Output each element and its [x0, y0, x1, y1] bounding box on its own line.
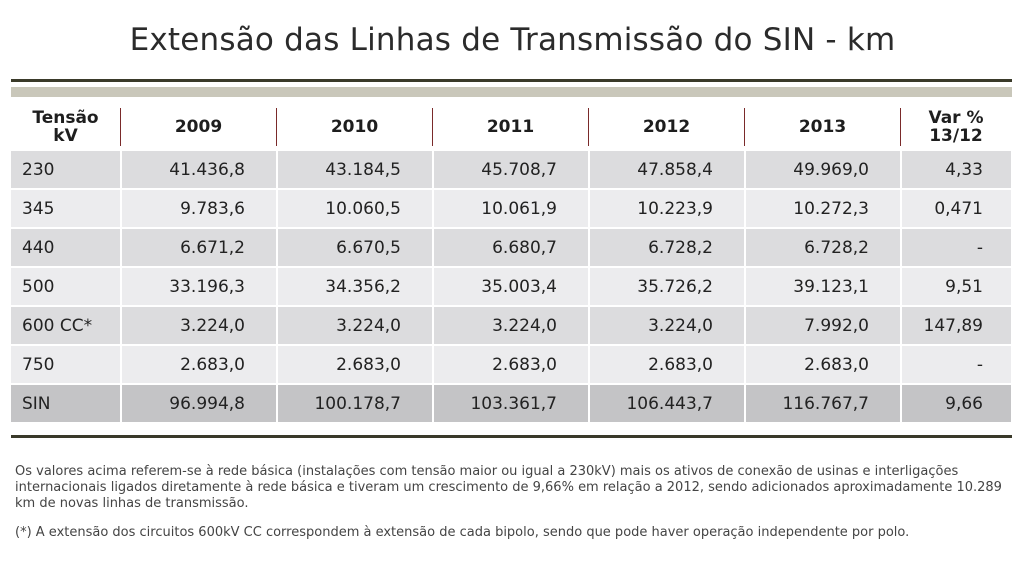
header-2012: 2012 [642, 117, 691, 137]
transmission-table: Tensão kV 2009 2010 2011 2012 2013 Var % 1… [11, 105, 1012, 422]
table-row: 600 CC* 3.224,0 3.224,0 3.224,0 3.224,0 7.992… [11, 307, 1012, 344]
cell-value: 6.728,2 [590, 229, 744, 266]
cell-var: 147,89 [902, 307, 1011, 344]
cell-tensao: 750 [11, 346, 120, 383]
cell-value: 47.858,4 [590, 151, 744, 188]
cell-value: 39.123,1 [746, 268, 900, 305]
top-band [11, 87, 1012, 97]
cell-tensao: SIN [11, 385, 120, 422]
cell-value: 100.178,7 [278, 385, 432, 422]
cell-value: 10.223,9 [590, 190, 744, 227]
footnotes: Os valores acima referem-se à rede básic… [15, 464, 1005, 554]
cell-value: 41.436,8 [122, 151, 276, 188]
cell-value: 6.728,2 [746, 229, 900, 266]
header-2013: 2013 [798, 117, 847, 137]
cell-tensao: 345 [11, 190, 120, 227]
header-2011: 2011 [486, 117, 535, 137]
table-row: SIN 96.994,8 100.178,7 103.361,7 106.443,7 11… [11, 385, 1012, 422]
cell-value: 116.767,7 [746, 385, 900, 422]
cell-var: - [902, 346, 1011, 383]
header-divider [120, 108, 121, 146]
cell-tensao: 500 [11, 268, 120, 305]
cell-value: 106.443,7 [590, 385, 744, 422]
header-2009: 2009 [174, 117, 223, 137]
cell-value: 96.994,8 [122, 385, 276, 422]
cell-value: 2.683,0 [278, 346, 432, 383]
cell-tensao: 600 CC* [11, 307, 120, 344]
note-paragraph: Os valores acima referem-se à rede básic… [15, 464, 1002, 511]
cell-value: 3.224,0 [434, 307, 588, 344]
cell-value: 2.683,0 [746, 346, 900, 383]
cell-value: 34.356,2 [278, 268, 432, 305]
cell-var: 9,66 [902, 385, 1011, 422]
table-row: 345 9.783,6 10.060,5 10.061,9 10.223,9 10.272… [11, 190, 1012, 227]
cell-value: 6.671,2 [122, 229, 276, 266]
cell-value: 33.196,3 [122, 268, 276, 305]
cell-value: 10.061,9 [434, 190, 588, 227]
table-row: 440 6.671,2 6.670,5 6.680,7 6.728,2 6.728,2- [11, 229, 1012, 266]
cell-value: 10.060,5 [278, 190, 432, 227]
cell-value: 7.992,0 [746, 307, 900, 344]
table-row: 750 2.683,0 2.683,0 2.683,0 2.683,0 2.683,0- [11, 346, 1012, 383]
header-divider [432, 108, 433, 146]
cell-value: 6.670,5 [278, 229, 432, 266]
cell-value: 35.726,2 [590, 268, 744, 305]
cell-value: 2.683,0 [434, 346, 588, 383]
cell-value: 6.680,7 [434, 229, 588, 266]
cell-value: 3.224,0 [122, 307, 276, 344]
cell-var: 9,51 [902, 268, 1011, 305]
cell-value: 49.969,0 [746, 151, 900, 188]
page-title: Extensão das Linhas de Transmissão do SI… [129, 22, 896, 58]
cell-value: 3.224,0 [278, 307, 432, 344]
cell-value: 10.272,3 [746, 190, 900, 227]
note-asterisk: (*) A extensão dos circuitos 600kV CC co… [15, 525, 910, 540]
header-2010: 2010 [330, 117, 379, 137]
cell-value: 3.224,0 [590, 307, 744, 344]
cell-tensao: 230 [11, 151, 120, 188]
header-divider [744, 108, 745, 146]
header-divider [276, 108, 277, 146]
cell-value: 2.683,0 [122, 346, 276, 383]
cell-var: - [902, 229, 1011, 266]
cell-value: 2.683,0 [590, 346, 744, 383]
header-var: Var % 13/12 [928, 108, 984, 146]
cell-var: 0,471 [902, 190, 1011, 227]
table-row: 230 41.436,8 43.184,5 45.708,7 47.858,4 49.96… [11, 151, 1012, 188]
header-tensao: Tensão kV [32, 108, 99, 146]
table-header: Tensão kV 2009 2010 2011 2012 2013 Var % 1… [11, 105, 1012, 149]
table-row: 500 33.196,3 34.356,2 35.003,4 35.726,2 39.12… [11, 268, 1012, 305]
cell-value: 43.184,5 [278, 151, 432, 188]
cell-value: 103.361,7 [434, 385, 588, 422]
bottom-rule [11, 435, 1012, 438]
cell-value: 45.708,7 [434, 151, 588, 188]
header-divider [900, 108, 901, 146]
header-divider [588, 108, 589, 146]
cell-value: 35.003,4 [434, 268, 588, 305]
top-rule [11, 79, 1012, 82]
cell-var: 4,33 [902, 151, 1011, 188]
cell-tensao: 440 [11, 229, 120, 266]
cell-value: 9.783,6 [122, 190, 276, 227]
